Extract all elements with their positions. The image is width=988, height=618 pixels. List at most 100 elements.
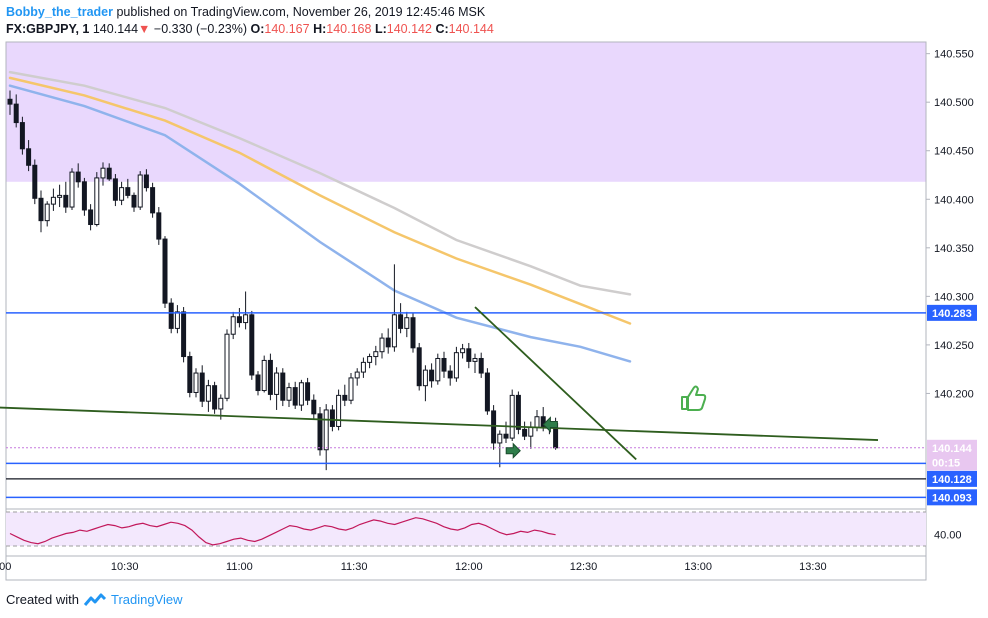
trendline-2 <box>474 306 637 461</box>
candle-body <box>236 316 242 324</box>
candle-body <box>199 372 205 402</box>
price-label-text: 140.128 <box>932 474 972 486</box>
low-label: L: <box>374 22 387 36</box>
candle-body <box>292 387 298 406</box>
candle-body <box>19 122 25 150</box>
candle-body <box>348 377 354 401</box>
chart-header: Bobby_the_trader published on TradingVie… <box>6 4 494 38</box>
price-tick-label: 140.450 <box>934 146 974 158</box>
candle-body <box>522 428 528 437</box>
created-with-text: Created with <box>6 592 79 607</box>
time-tick-label: 12:30 <box>570 561 598 573</box>
candle-body <box>286 387 292 401</box>
down-arrow-icon: ▼ <box>138 22 151 36</box>
price-label-text: 00:15 <box>932 457 960 469</box>
candle-body <box>435 357 441 382</box>
ohlc-line: FX:GBPJPY, 1 140.144▼ −0.330 (−0.23%) O:… <box>6 21 494 38</box>
candle-body <box>81 181 87 211</box>
low-value: 140.142 <box>386 22 432 36</box>
price-label-text: 140.093 <box>932 492 972 504</box>
candle-body <box>534 416 540 428</box>
candle-body <box>181 311 187 358</box>
tradingview-brand[interactable]: TradingView <box>110 592 183 607</box>
price-label-box <box>927 470 977 487</box>
open-value: 140.167 <box>264 22 310 36</box>
price-tick-label: 140.500 <box>934 97 974 109</box>
close-value: 140.144 <box>448 22 494 36</box>
price-label-box <box>927 439 977 456</box>
close-label: C: <box>435 22 449 36</box>
candle-body <box>100 167 106 179</box>
candle-body <box>162 238 168 304</box>
candle-body <box>32 164 38 199</box>
candle-body <box>360 361 366 373</box>
price-label-box <box>927 489 977 506</box>
candle-body <box>243 314 249 324</box>
author-name[interactable]: Bobby_the_trader <box>6 5 113 19</box>
candle-body <box>379 337 385 353</box>
price-tick-label: 140.400 <box>934 194 974 206</box>
candle-body <box>224 333 230 399</box>
candle-body <box>137 174 143 208</box>
high-value: 140.168 <box>326 22 372 36</box>
candle-body <box>422 369 428 387</box>
candle-body <box>88 209 94 226</box>
tradingview-logo-icon <box>83 593 107 606</box>
candle-body <box>416 347 422 387</box>
price-tick-label: 140.300 <box>934 291 974 303</box>
time-tick-label: 12:00 <box>455 561 483 573</box>
candle-body <box>212 385 218 410</box>
candle-body <box>267 359 273 395</box>
time-tick-label: 11:00 <box>226 561 253 573</box>
candle-body <box>385 337 391 348</box>
candle-body <box>478 357 484 374</box>
candle-body <box>447 370 453 379</box>
candle-body <box>472 357 478 362</box>
candle-body <box>187 356 193 393</box>
candle-body <box>75 171 81 183</box>
candle-body <box>311 399 317 415</box>
price-label-text: 140.144 <box>932 443 973 455</box>
candle-body <box>168 302 174 329</box>
time-tick-label: 13:30 <box>799 561 827 573</box>
candle-body <box>398 314 404 329</box>
candle-body <box>57 194 63 198</box>
candle-body <box>7 98 13 105</box>
candle-body <box>119 187 125 201</box>
price-tick-label: 140.350 <box>934 243 974 255</box>
candle-body <box>63 194 69 208</box>
candle-body <box>329 409 335 427</box>
candle-body <box>305 382 311 401</box>
candle-body <box>336 394 342 427</box>
candle-body <box>323 409 329 451</box>
candle-body <box>69 171 75 208</box>
candle-body <box>44 203 50 222</box>
candle-body <box>174 311 180 329</box>
candle-body <box>94 177 100 226</box>
candle-body <box>373 351 379 358</box>
candle-body <box>509 394 515 439</box>
footer: Created with TradingView <box>6 592 183 607</box>
candle-body <box>261 359 267 392</box>
candle-body <box>274 372 280 395</box>
candle-body <box>13 103 19 124</box>
resistance-zone <box>6 42 926 182</box>
candle-body <box>150 187 156 214</box>
publish-line: Bobby_the_trader published on TradingVie… <box>6 4 494 21</box>
candle-body <box>515 394 521 430</box>
candle-body <box>367 356 373 363</box>
time-tick-label: 11:30 <box>341 561 368 573</box>
candle-body <box>354 371 360 379</box>
candle-body <box>317 413 323 451</box>
published-text: published on TradingView.com, November 2… <box>116 5 486 19</box>
candle-body <box>404 317 410 329</box>
price-label-box <box>927 454 977 471</box>
high-label: H: <box>313 22 327 36</box>
candle-body <box>255 374 261 392</box>
candle-body <box>528 426 534 437</box>
candle-body <box>460 348 466 354</box>
price-label-box <box>927 304 977 321</box>
moving-average-2 <box>8 76 632 325</box>
symbol-label: FX:GBPJPY, 1 <box>6 22 90 36</box>
